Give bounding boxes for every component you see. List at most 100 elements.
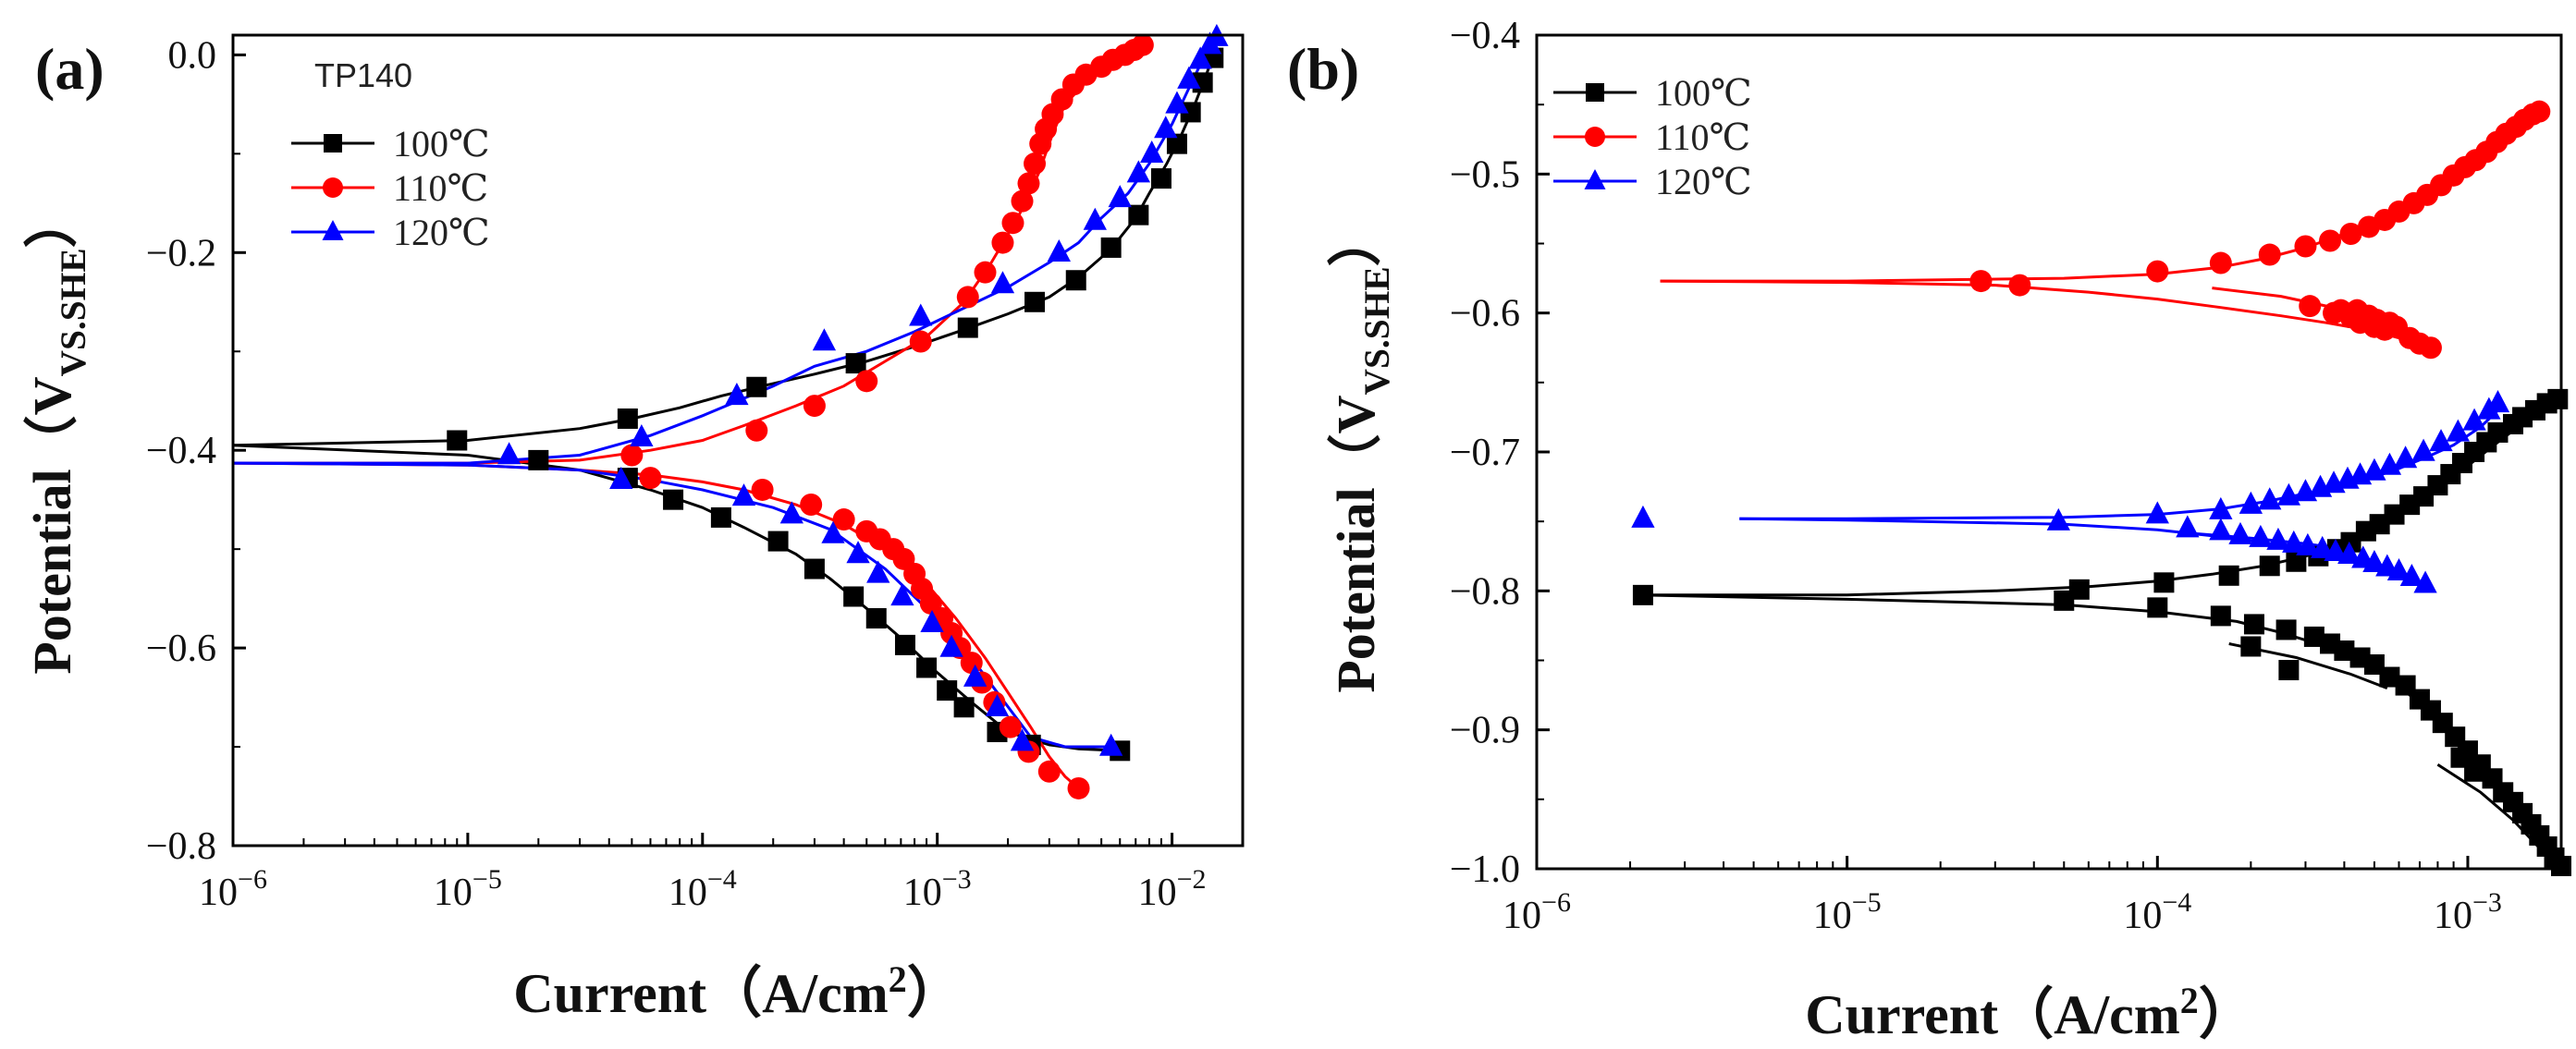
panel-a-series-110c-point xyxy=(639,467,662,490)
panel-b-series-120c-point xyxy=(2411,438,2435,461)
panel-b-series-120c-point xyxy=(2362,549,2386,572)
panel-b-y-tick-label: −0.4 xyxy=(1450,15,1520,57)
panel-a-plot-frame xyxy=(231,33,1245,848)
panel-a-series-100c-point xyxy=(957,317,978,338)
panel-b-series-120c-point xyxy=(2296,532,2320,555)
panel-a-x-tick-label: 10−5 xyxy=(434,864,502,914)
panel-b-series-110c-point xyxy=(2339,222,2362,245)
panel-b-series-120c-point xyxy=(2462,408,2486,431)
panel-a-series-120c-point xyxy=(497,442,521,465)
svg-text:Potential（VVS.SHE）: Potential（VVS.SHE） xyxy=(22,194,93,674)
panel-b-legend-label: 110℃ xyxy=(1655,116,1750,158)
panel-a-series-100c-point xyxy=(746,376,767,397)
panel-a-series-110c-point xyxy=(1024,152,1047,176)
panel-a-legend-marker xyxy=(323,177,343,198)
panel-a-y-tick-label: −0.8 xyxy=(146,825,216,868)
panel-a-series-110c-point xyxy=(803,395,826,418)
panel-a-legend-label: 100℃ xyxy=(393,123,490,165)
panel-a-series-120c-point xyxy=(1126,160,1150,183)
panel-a-series-100c-point xyxy=(528,449,549,470)
panel-a-series-120c-point xyxy=(1108,185,1132,208)
panel-b-series-120c-point xyxy=(1631,505,1655,528)
panel-b-series-100c-line xyxy=(1642,593,2563,871)
panel-b-series-120c-point xyxy=(2324,538,2348,561)
panel-b-series-120c-point xyxy=(2176,515,2200,538)
panel-a-series-100c-point xyxy=(663,489,684,510)
panel-a-series-100c-point xyxy=(447,430,468,451)
panel-b-series-120c-point xyxy=(2362,457,2386,481)
panel-b-series-100c-point xyxy=(2240,636,2262,657)
panel-a-series-100c-point xyxy=(865,608,887,629)
panel-b-series-100c-point xyxy=(2153,572,2175,593)
panel-a-series-120c-point xyxy=(985,693,1010,716)
panel-a-series-100c-point xyxy=(767,531,789,552)
panel-a-series-110c-anodic-line xyxy=(233,43,1144,465)
panel-b-series-110c-point xyxy=(2319,229,2342,252)
panel-a-y-tick-label: −0.2 xyxy=(146,232,216,274)
panel-b-series-100c-point xyxy=(2379,666,2400,688)
panel-a-series-120c-point xyxy=(990,271,1015,294)
panel-a-series-110c-point xyxy=(956,286,979,309)
panel-b-series-100c-point xyxy=(2547,388,2569,409)
panel-a-series-100c-point xyxy=(617,408,638,429)
panel-a-series-100c-point xyxy=(953,697,975,718)
panel-a-series-110c-point xyxy=(1037,760,1061,783)
panel-a-legend-label: 120℃ xyxy=(393,212,490,253)
panel-a-series-110c-point xyxy=(974,261,997,284)
panel-a-series-110c-point xyxy=(751,478,774,501)
panel-b-series-120c-point xyxy=(2337,541,2361,564)
panel-b-series-100c-point xyxy=(2487,421,2509,443)
panel-b-legend-marker xyxy=(1585,127,1605,147)
svg-text:Potential（VVS.SHE）: Potential（VVS.SHE） xyxy=(1326,213,1397,692)
panel-b-series-120c-point xyxy=(2258,487,2282,510)
panel-b-y-tick-label: −0.7 xyxy=(1450,432,1520,474)
panel-b-series-100c-point xyxy=(2068,579,2090,600)
panel-a-legend-marker xyxy=(324,134,342,152)
panel-a-series-100c-point xyxy=(1100,237,1122,258)
panel-a-series-120c-point xyxy=(846,541,870,564)
panel-b-series-110c-line xyxy=(1660,279,2432,352)
panel-b-series-100c-point xyxy=(2384,504,2405,525)
panel-a-x-tick-label: 10−4 xyxy=(669,864,737,914)
panel-a-x-tick-label: 10−6 xyxy=(199,864,267,914)
panel-b-label: (b) xyxy=(1287,36,1359,102)
panel-b-legend-marker xyxy=(1584,168,1606,189)
panel-a-sample-label: TP140 xyxy=(314,56,412,94)
panel-b: (b) Potential（VVS.SHE） Current（A/cm2） 10… xyxy=(1287,15,2571,1045)
panel-b-series-120c-point xyxy=(2145,501,2169,524)
panel-b-y-tick-label: −0.8 xyxy=(1450,570,1520,613)
panel-a-series-110c-point xyxy=(991,231,1014,254)
panel-b-series-120c-point xyxy=(2249,524,2273,547)
panel-b-series-100c-point xyxy=(2303,626,2325,647)
panel-a-legend-label: 110℃ xyxy=(393,167,488,209)
panel-a-series-120c-point xyxy=(1099,733,1123,756)
panel-a-label: (a) xyxy=(35,36,104,102)
panel-b-series-120c-point xyxy=(2282,530,2306,553)
panel-a-series-100c-point xyxy=(1150,168,1171,189)
panel-b-series-100c-point xyxy=(2464,761,2485,782)
svg-text:Current（A/cm2）: Current（A/cm2） xyxy=(1805,980,2253,1045)
panel-a-series-120c-point xyxy=(866,560,890,583)
panel-a-series-110c-point xyxy=(1067,776,1090,799)
panel-b-y-tick-label: −0.6 xyxy=(1450,293,1520,335)
panel-b-x-axis-title: Current（A/cm2） xyxy=(1805,980,2253,1045)
panel-a-series-100c-point xyxy=(916,657,938,678)
panel-b-series-100c-point xyxy=(2218,565,2239,586)
panel-b-series-100c-point xyxy=(2259,555,2280,577)
panel-a-series-120c-point xyxy=(779,501,803,524)
panel-b-series-120c-point xyxy=(2386,557,2411,580)
panel-a-x-axis-title: Current（A/cm2） xyxy=(513,958,962,1024)
panel-b-series-110c-point xyxy=(2209,251,2232,274)
panel-a-series-120c-point xyxy=(920,610,944,633)
panel-a-series-120c-point xyxy=(1154,116,1178,139)
panel-b-series-100c-point xyxy=(2243,614,2264,635)
panel-b-series-120c-point xyxy=(2209,518,2233,541)
panel-b-y-tick-label: −0.9 xyxy=(1450,710,1520,752)
panel-a-series-120c-point xyxy=(1083,207,1107,230)
panel-b-series-120c-point xyxy=(2399,563,2424,587)
panel-a-series-100c-point xyxy=(1180,102,1201,123)
panel-b-series-110c-point xyxy=(2146,260,2169,283)
panel-a-x-tick-label: 10−2 xyxy=(1138,864,1207,914)
